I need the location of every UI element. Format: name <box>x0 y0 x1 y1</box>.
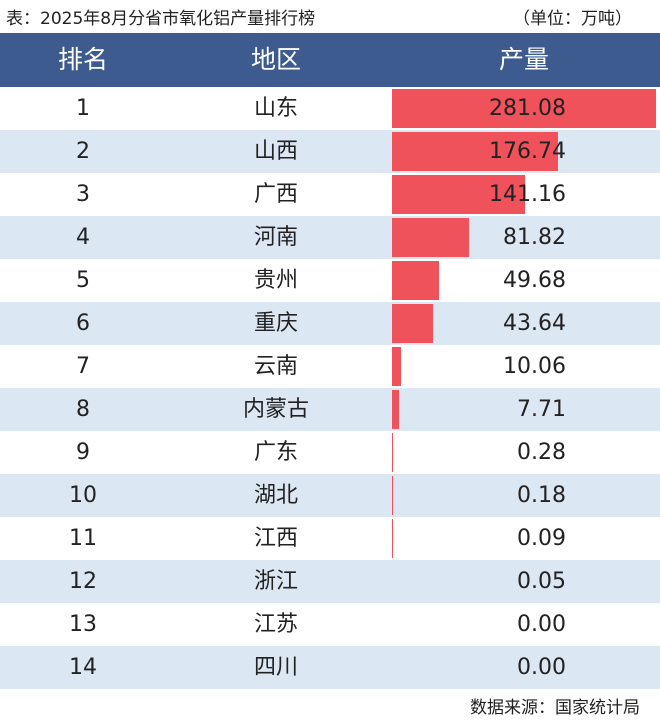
region-cell: 山东 <box>253 96 298 121</box>
region-cell: 河南 <box>253 225 298 250</box>
data-bar <box>392 347 402 386</box>
data-bar <box>392 89 656 128</box>
value-cell: 281.08 <box>489 96 566 121</box>
region-cell: 浙江 <box>253 569 298 594</box>
data-bar <box>392 390 400 429</box>
rank-cell: 9 <box>76 440 90 465</box>
rank-cell: 2 <box>76 139 90 164</box>
header-row: 排名 地区 产量 <box>0 33 660 87</box>
region-cell: 云南 <box>253 354 298 379</box>
value-cell: 176.74 <box>489 139 566 164</box>
table-row: 14 四川 0.00 <box>0 646 660 689</box>
table-row: 6 重庆 43.64 <box>0 302 660 345</box>
table-row: 9 广东 0.28 <box>0 431 660 474</box>
data-bar <box>392 175 525 214</box>
region-cell: 重庆 <box>253 311 298 336</box>
region-cell: 湖北 <box>253 483 298 508</box>
rank-cell: 6 <box>76 311 90 336</box>
region-cell: 四川 <box>253 655 298 680</box>
value-cell: 0.05 <box>517 569 566 594</box>
rank-cell: 5 <box>76 268 90 293</box>
table-row: 2 山西 176.74 <box>0 130 660 173</box>
data-bar <box>392 132 558 171</box>
region-cell: 内蒙古 <box>242 397 309 422</box>
rank-cell: 11 <box>69 526 97 551</box>
table-title: 表：2025年8月分省市氧化铝产量排行榜 <box>6 9 316 29</box>
rank-cell: 10 <box>69 483 97 508</box>
region-cell: 贵州 <box>253 268 298 293</box>
rank-cell: 12 <box>69 569 97 594</box>
column-header: 排名 <box>57 45 108 74</box>
source-note: 数据来源：国家统计局 <box>470 698 640 718</box>
value-cell: 7.71 <box>517 397 566 422</box>
region-cell: 江西 <box>253 526 298 551</box>
value-cell: 49.68 <box>503 268 566 293</box>
table-row: 13 江苏 0.00 <box>0 603 660 646</box>
region-cell: 山西 <box>253 139 298 164</box>
rank-cell: 14 <box>69 655 97 680</box>
value-cell: 0.18 <box>517 483 566 508</box>
region-cell: 江苏 <box>253 612 298 637</box>
rank-cell: 4 <box>76 225 90 250</box>
rank-cell: 13 <box>69 612 97 637</box>
unit-note: （单位：万吨） <box>513 9 632 29</box>
table-row: 12 浙江 0.05 <box>0 560 660 603</box>
value-cell: 43.64 <box>503 311 566 336</box>
column-header: 产量 <box>498 45 549 74</box>
value-cell: 0.00 <box>517 612 566 637</box>
table-row: 3 广西 141.16 <box>0 173 660 216</box>
table-row: 11 江西 0.09 <box>0 517 660 560</box>
value-cell: 0.00 <box>517 655 566 680</box>
table-row: 8 内蒙古 7.71 <box>0 388 660 431</box>
value-cell: 0.09 <box>517 526 566 551</box>
column-header: 地区 <box>250 45 301 74</box>
rank-cell: 1 <box>76 96 90 121</box>
table-row: 5 贵州 49.68 <box>0 259 660 302</box>
data-bar <box>392 261 439 300</box>
value-cell: 81.82 <box>503 225 566 250</box>
region-cell: 广东 <box>253 440 298 465</box>
value-cell: 10.06 <box>503 354 566 379</box>
table-row: 4 河南 81.82 <box>0 216 660 259</box>
rank-cell: 7 <box>76 354 90 379</box>
rank-cell: 3 <box>76 182 90 207</box>
data-bar <box>392 304 433 343</box>
region-cell: 广西 <box>253 182 298 207</box>
value-cell: 141.16 <box>489 182 566 207</box>
data-bar <box>392 218 469 257</box>
table-row: 1 山东 281.08 <box>0 87 660 130</box>
table-row: 7 云南 10.06 <box>0 345 660 388</box>
rank-cell: 8 <box>76 397 90 422</box>
table-row: 10 湖北 0.18 <box>0 474 660 517</box>
value-cell: 0.28 <box>517 440 566 465</box>
